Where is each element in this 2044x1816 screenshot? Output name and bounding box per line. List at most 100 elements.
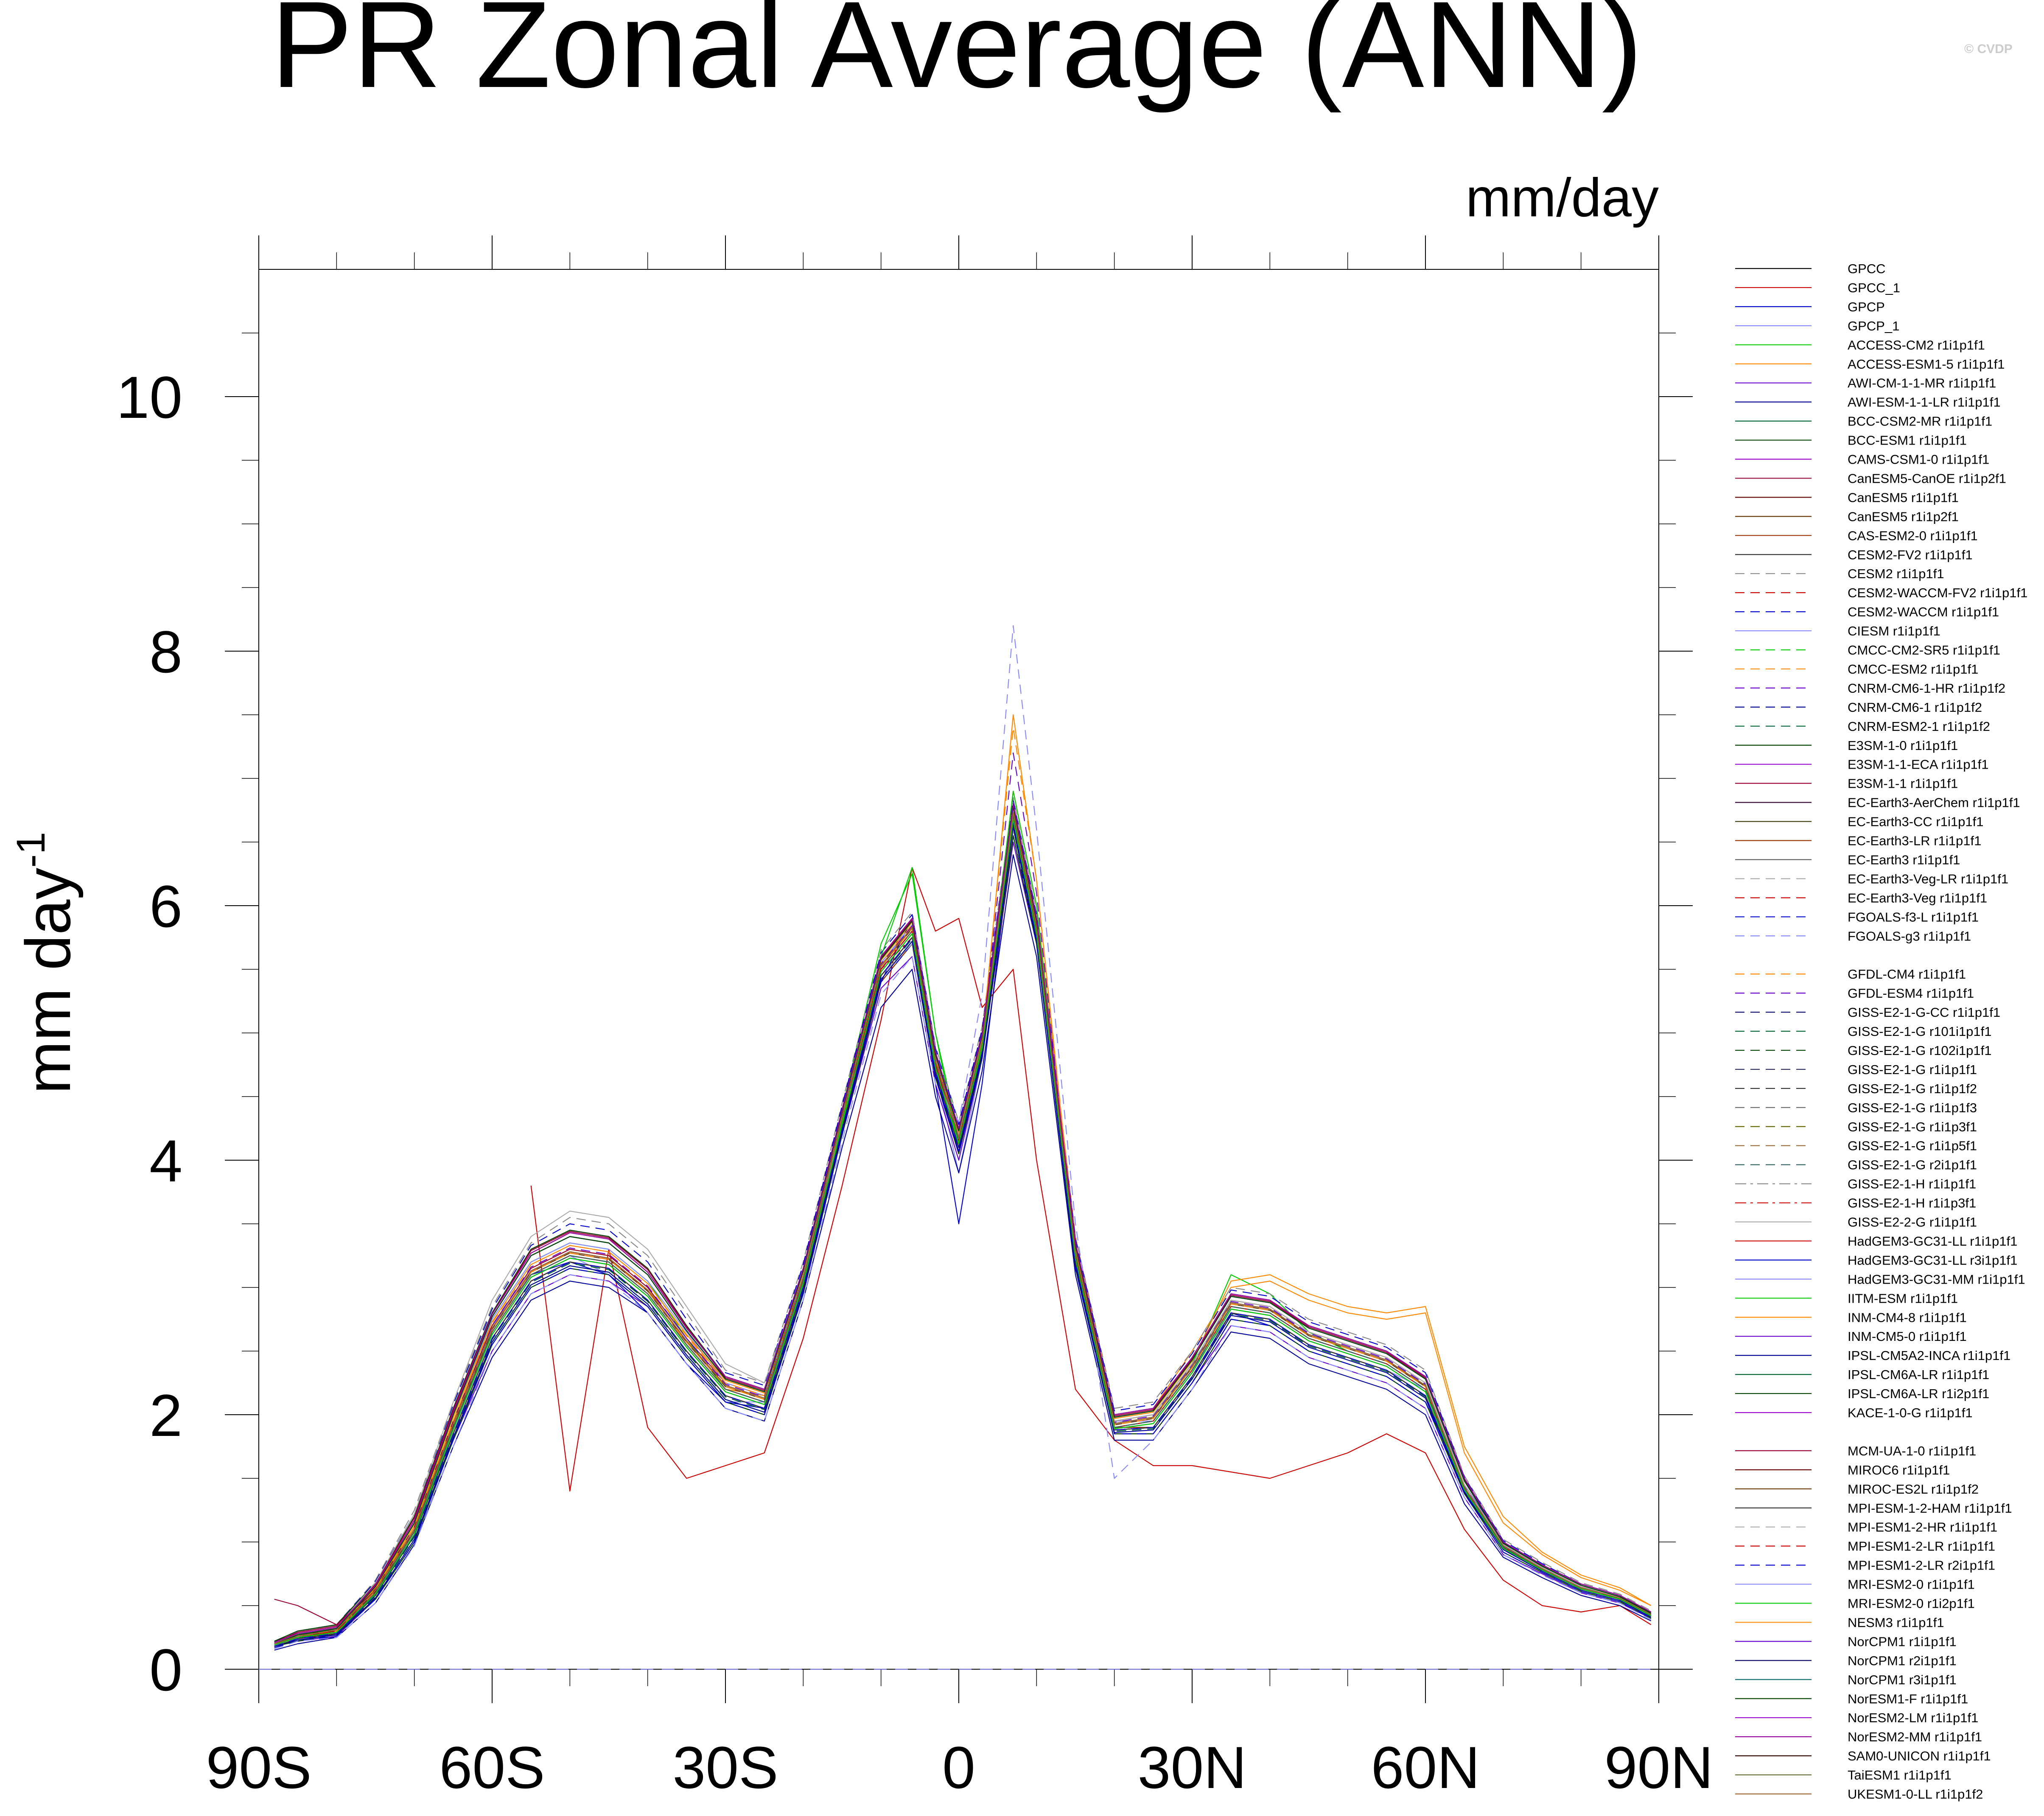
legend-entry: MRI-ESM2-0 r1i1p1f1	[1848, 1577, 1975, 1592]
y-tick-label: 0	[149, 1637, 182, 1703]
legend-entry: GPCP	[1848, 299, 1885, 314]
legend-entry: GISS-E2-1-G r101i1p1f1	[1848, 1024, 1991, 1039]
legend-entry: CESM2 r1i1p1f1	[1848, 566, 1944, 581]
series-line	[274, 828, 1652, 1647]
legend-entry: CanESM5 r1i1p2f1	[1848, 509, 1959, 524]
legend-entry: IPSL-CM5A2-INCA r1i1p1f1	[1848, 1348, 2010, 1363]
legend-entry: NESM3 r1i1p1f1	[1848, 1615, 1944, 1630]
legend-entry: CAMS-CSM1-0 r1i1p1f1	[1848, 452, 1989, 467]
series-line	[274, 803, 1652, 1643]
series-line	[274, 822, 1652, 1647]
legend-entry: MPI-ESM-1-2-HAM r1i1p1f1	[1848, 1501, 2012, 1516]
legend-entry: CMCC-CM2-SR5 r1i1p1f1	[1848, 643, 2000, 658]
legend-entry: GISS-E2-1-H r1i1p3f1	[1848, 1196, 1976, 1211]
legend-entry: CanESM5-CanOE r1i1p2f1	[1848, 471, 2006, 486]
series-line	[274, 822, 1652, 1647]
series-line	[274, 854, 1652, 1651]
x-tick-label: 60N	[1371, 1734, 1480, 1801]
series-line	[274, 625, 1652, 1650]
series-line	[274, 816, 1652, 1646]
series-line	[274, 790, 1652, 1647]
y-tick-label: 10	[116, 364, 182, 431]
series-line	[274, 812, 1652, 1645]
series-line	[274, 812, 1652, 1643]
legend-entry: MPI-ESM1-2-LR r1i1p1f1	[1848, 1539, 1995, 1554]
legend-entry: IITM-ESM r1i1p1f1	[1848, 1291, 1958, 1306]
series-line	[274, 828, 1652, 1647]
legend-entry: CanESM5 r1i1p1f1	[1848, 490, 1959, 505]
legend-entry: NorESM2-MM r1i1p1f1	[1848, 1729, 1982, 1744]
legend-entry: INM-CM4-8 r1i1p1f1	[1848, 1310, 1967, 1325]
series-line	[274, 822, 1652, 1646]
legend-entry: GISS-E2-2-G r1i1p1f1	[1848, 1215, 1977, 1230]
series-line	[274, 841, 1652, 1647]
legend-entry: E3SM-1-1-ECA r1i1p1f1	[1848, 757, 1989, 772]
series-line	[274, 803, 1652, 1642]
legend-entry: HadGEM3-GC31-LL r1i1p1f1	[1848, 1234, 2017, 1248]
legend-entry: EC-Earth3 r1i1p1f1	[1848, 852, 1960, 867]
series-line	[274, 822, 1652, 1645]
legend-entry: EC-Earth3-CC r1i1p1f1	[1848, 814, 1983, 829]
y-axis-label-superscript: -1	[8, 832, 53, 867]
series-line	[274, 806, 1652, 1645]
x-tick-label: 0	[942, 1734, 975, 1801]
units-label: mm/day	[1466, 168, 1659, 228]
chart-title: PR Zonal Average (ANN)	[271, 0, 1643, 114]
legend-entry: AWI-ESM-1-1-LR r1i1p1f1	[1848, 395, 2001, 410]
series-line	[274, 803, 1652, 1645]
series-line	[274, 823, 1652, 1647]
legend-entry: MRI-ESM2-0 r1i2p1f1	[1848, 1596, 1975, 1611]
legend-entry: NorESM2-LM r1i1p1f1	[1848, 1710, 1978, 1725]
series-line	[274, 816, 1652, 1646]
series-line	[274, 809, 1652, 1645]
legend-entry: GPCC	[1848, 261, 1886, 276]
legend-entry: BCC-ESM1 r1i1p1f1	[1848, 433, 1967, 448]
series-line	[274, 790, 1652, 1645]
axis-ticks	[225, 235, 1693, 1703]
y-axis-label: mm day-1	[8, 832, 84, 1094]
series-line	[274, 804, 1652, 1643]
series-line	[274, 812, 1652, 1645]
legend-entry: GISS-E2-1-G r1i1p1f2	[1848, 1081, 1977, 1096]
series-line	[274, 823, 1652, 1647]
series-line	[274, 803, 1652, 1643]
legend-entry: GISS-E2-1-G r1i1p1f3	[1848, 1100, 1977, 1115]
legend-entry: CESM2-WACCM-FV2 r1i1p1f1	[1848, 585, 2027, 600]
legend-entry: EC-Earth3-Veg-LR r1i1p1f1	[1848, 871, 2008, 886]
legend-entry: UKESM1-0-LL r1i1p1f2	[1848, 1787, 1983, 1802]
legend-entry: CESM2-WACCM r1i1p1f1	[1848, 604, 1999, 619]
y-tick-label: 4	[149, 1128, 182, 1194]
series-lines	[259, 625, 1659, 1670]
legend-entry: NorESM1-F r1i1p1f1	[1848, 1691, 1968, 1706]
series-line	[274, 803, 1652, 1643]
series-line	[274, 812, 1652, 1645]
series-line	[274, 816, 1652, 1646]
series-line	[274, 803, 1652, 1642]
legend-entry: MPI-ESM1-2-HR r1i1p1f1	[1848, 1520, 1997, 1535]
series-line	[274, 816, 1652, 1642]
legend-entry: EC-Earth3-AerChem r1i1p1f1	[1848, 795, 2020, 810]
y-tick-label: 8	[149, 618, 182, 685]
x-tick-label: 90N	[1604, 1734, 1714, 1801]
legend-entry: GISS-E2-1-G r1i1p5f1	[1848, 1139, 1977, 1153]
series-line	[274, 828, 1652, 1647]
series-line	[274, 818, 1652, 1646]
series-line	[274, 727, 1652, 1645]
legend-entry: GISS-E2-1-G r1i1p1f1	[1848, 1062, 1977, 1077]
legend-entry: GFDL-CM4 r1i1p1f1	[1848, 967, 1966, 982]
series-line	[274, 828, 1652, 1645]
series-line	[274, 828, 1652, 1647]
series-line	[274, 799, 1652, 1642]
legend-entry: TaiESM1 r1i1p1f1	[1848, 1768, 1952, 1782]
series-line	[274, 816, 1652, 1645]
series-line	[274, 822, 1652, 1646]
legend-entry: GISS-E2-1-G-CC r1i1p1f1	[1848, 1005, 2000, 1020]
legend-entry: HadGEM3-GC31-LL r3i1p1f1	[1848, 1253, 2017, 1268]
series-line	[274, 822, 1652, 1647]
plot-border	[258, 269, 1659, 1670]
legend-entry: MPI-ESM1-2-LR r2i1p1f1	[1848, 1558, 1995, 1573]
watermark-label: © CVDP	[1964, 42, 2013, 56]
legend-entry: IPSL-CM6A-LR r1i2p1f1	[1848, 1386, 1989, 1401]
series-line	[274, 828, 1652, 1645]
